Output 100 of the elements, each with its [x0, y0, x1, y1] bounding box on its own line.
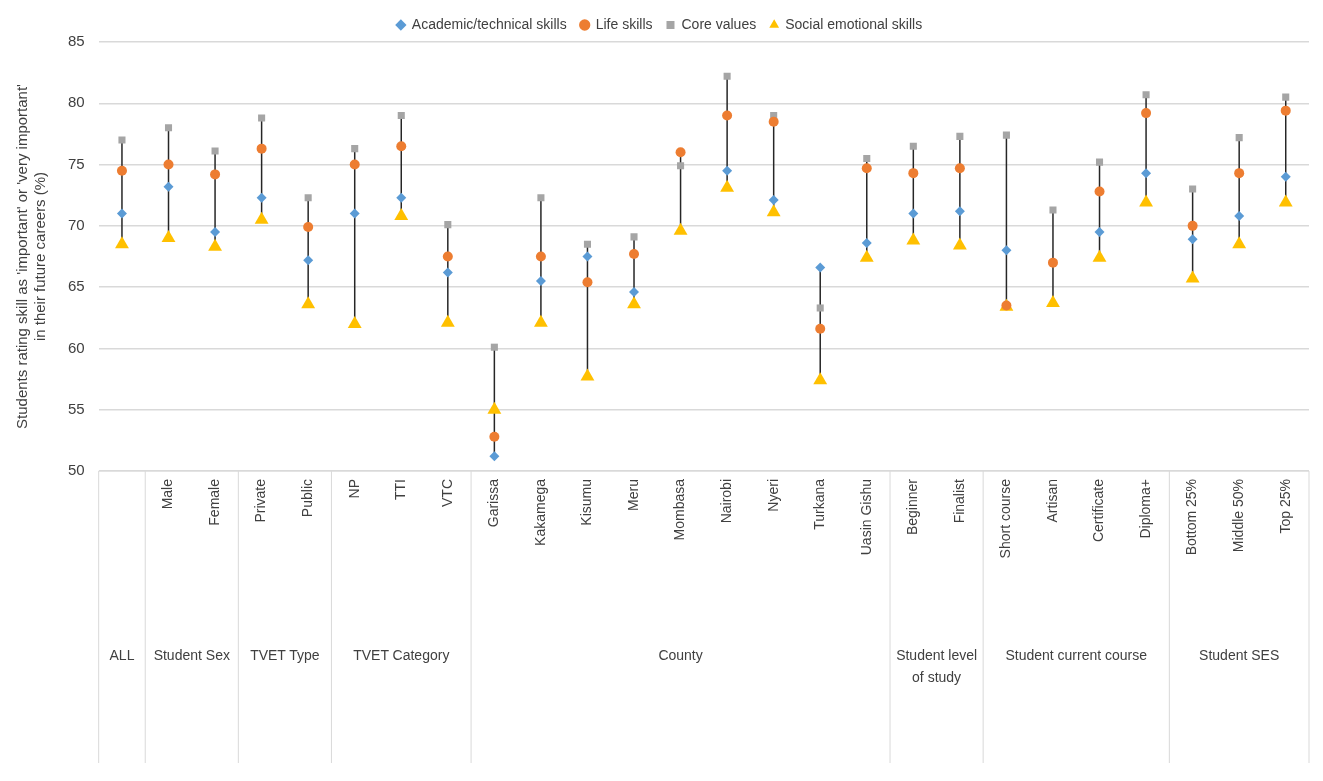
legend-label: Core values	[681, 15, 757, 32]
point	[442, 251, 453, 262]
point	[490, 343, 498, 351]
point	[1047, 257, 1058, 268]
point	[303, 222, 314, 233]
point	[115, 236, 129, 249]
x-tick-label: Finalist	[950, 478, 967, 524]
x-tick-label: Female	[205, 478, 222, 526]
point	[258, 114, 266, 122]
x-tick-label: Artisan	[1043, 479, 1060, 523]
x-tick-label: Uasin Gishu	[857, 479, 874, 556]
point	[116, 165, 127, 176]
text: Student current course	[1005, 646, 1148, 663]
y-axis-title: Students rating skill as 'important' or 'very important' in their future careers (%)	[13, 83, 49, 429]
point	[1002, 131, 1010, 139]
point	[580, 368, 595, 381]
point	[952, 237, 967, 250]
point	[440, 314, 455, 327]
point	[861, 238, 872, 249]
point	[629, 249, 640, 260]
point	[211, 147, 219, 155]
point	[1141, 108, 1152, 119]
y-tick-label: 80	[68, 93, 85, 111]
y-tick-label: 50	[68, 461, 85, 479]
point	[768, 116, 779, 127]
text: Student SES	[1199, 646, 1280, 663]
y-tick-label: 65	[68, 277, 85, 295]
text: ALL	[109, 646, 135, 663]
text: TVET Category	[353, 646, 450, 663]
point	[163, 159, 174, 170]
y-tick-label: 55	[68, 399, 85, 417]
point	[1094, 186, 1105, 197]
legend-label: Life skills	[595, 15, 653, 32]
point	[582, 251, 593, 262]
x-tick-label: Certificate	[1090, 478, 1107, 543]
x-tick-label: Mombasa	[671, 478, 688, 541]
point	[535, 251, 546, 262]
point	[210, 169, 221, 180]
point	[1187, 220, 1198, 231]
x-tick-label: Nairobi	[717, 479, 734, 524]
x-tick-label: Nyeri	[764, 479, 781, 512]
point	[301, 296, 316, 309]
point	[1235, 134, 1243, 142]
x-tick-label: Short course	[997, 478, 1014, 559]
point	[909, 142, 917, 150]
point	[863, 154, 871, 162]
point	[1280, 105, 1291, 116]
text: Student Sex	[153, 646, 230, 663]
point	[487, 401, 502, 414]
point	[256, 192, 267, 203]
point	[954, 163, 965, 174]
point	[1282, 93, 1290, 101]
x-tick-label: Kisumu	[578, 479, 595, 526]
point	[1278, 194, 1293, 207]
point	[956, 132, 964, 140]
point	[116, 208, 127, 219]
x-tick-label: NP	[345, 479, 362, 499]
point	[1141, 168, 1152, 179]
y-tick-label: 85	[68, 32, 85, 50]
x-tick-label: Private	[252, 478, 269, 523]
point	[722, 165, 733, 176]
point	[347, 315, 362, 328]
x-tick-label: Middle 50%	[1230, 479, 1247, 553]
point	[351, 145, 359, 153]
text: TVET Type	[250, 646, 320, 663]
point	[256, 143, 267, 154]
point	[394, 208, 409, 221]
text: County	[658, 646, 703, 663]
point	[349, 208, 360, 219]
point	[908, 168, 919, 179]
point	[208, 238, 222, 251]
point	[397, 112, 405, 120]
point	[1046, 295, 1060, 308]
x-tick-label: Meru	[624, 479, 641, 511]
x-tick-label: Top 25%	[1276, 479, 1293, 534]
point	[813, 372, 828, 385]
point	[303, 255, 314, 266]
point	[906, 232, 921, 245]
point	[722, 110, 733, 121]
point	[629, 287, 640, 298]
point	[627, 296, 641, 309]
y-tick-label: 60	[68, 338, 85, 356]
point	[163, 181, 174, 192]
point	[161, 230, 176, 243]
x-tick-label: VTC	[438, 479, 455, 507]
point	[815, 262, 826, 273]
x-tick-label: Beginner	[904, 478, 921, 536]
point	[677, 162, 685, 170]
point	[1234, 211, 1245, 222]
point	[675, 147, 686, 158]
point	[442, 267, 453, 278]
x-tick-label: Public	[299, 479, 316, 518]
point	[210, 226, 221, 237]
point	[723, 72, 731, 80]
point	[908, 208, 919, 219]
point	[766, 204, 781, 217]
point	[444, 221, 452, 229]
point	[1092, 249, 1107, 262]
point	[164, 124, 173, 132]
point	[537, 194, 545, 202]
